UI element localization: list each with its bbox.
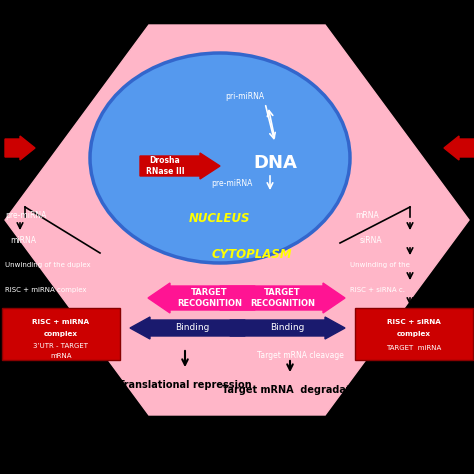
Text: 3’UTR - TARGET: 3’UTR - TARGET (34, 343, 89, 349)
FancyArrow shape (444, 136, 474, 160)
Text: Unwinding of the duplex: Unwinding of the duplex (5, 262, 91, 268)
FancyArrow shape (220, 283, 345, 313)
Text: pri-miRNA: pri-miRNA (226, 91, 264, 100)
Text: pre-miRNA: pre-miRNA (211, 179, 253, 188)
FancyArrow shape (130, 317, 245, 339)
Text: TARGET  miRNA: TARGET miRNA (386, 345, 442, 351)
Text: RISC + miRNA: RISC + miRNA (32, 319, 90, 325)
Text: NUCLEUS: NUCLEUS (189, 211, 251, 225)
Text: complex: complex (397, 331, 431, 337)
FancyArrow shape (5, 136, 35, 160)
Text: Target mRNA cleavage: Target mRNA cleavage (256, 350, 344, 359)
Text: Translational repression: Translational repression (118, 380, 252, 390)
Text: TARGET
RECOGNITION: TARGET RECOGNITION (177, 288, 242, 308)
Text: CYTOPLASM: CYTOPLASM (212, 248, 292, 262)
Text: TARGET
RECOGNITION: TARGET RECOGNITION (250, 288, 315, 308)
Text: RISC + siRNA c.: RISC + siRNA c. (350, 287, 405, 293)
Text: RISC + siRNA: RISC + siRNA (387, 319, 441, 325)
Text: pre-miRNA: pre-miRNA (5, 210, 46, 219)
Text: mRNA: mRNA (355, 210, 379, 219)
Text: DNA: DNA (253, 154, 297, 172)
FancyArrow shape (230, 317, 345, 339)
FancyBboxPatch shape (355, 308, 473, 360)
Text: Target mRNA  degradation: Target mRNA degradation (222, 385, 368, 395)
Text: RISC + miRNA complex: RISC + miRNA complex (5, 287, 86, 293)
Text: siRNA: siRNA (360, 236, 383, 245)
Polygon shape (5, 25, 469, 415)
FancyBboxPatch shape (2, 308, 120, 360)
Text: Unwinding of the: Unwinding of the (350, 262, 410, 268)
Text: mRNA: mRNA (50, 353, 72, 359)
Text: miRNA: miRNA (10, 236, 36, 245)
Text: Binding: Binding (175, 323, 210, 332)
Text: complex: complex (44, 331, 78, 337)
Text: Binding: Binding (270, 323, 305, 332)
Ellipse shape (90, 53, 350, 263)
FancyArrow shape (148, 283, 255, 313)
FancyArrow shape (140, 153, 220, 179)
Text: Drosha
RNase III: Drosha RNase III (146, 156, 184, 176)
